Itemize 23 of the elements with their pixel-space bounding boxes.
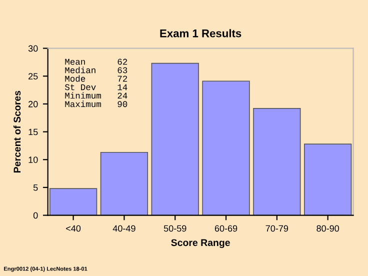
bar	[49, 188, 98, 216]
x-tick-label: 50-59	[164, 225, 186, 232]
y-tick-label: 5	[33, 184, 38, 191]
bar	[100, 152, 148, 216]
bar	[202, 80, 250, 216]
y-tick-label: 0	[33, 212, 38, 219]
x-tick-label: 60-69	[214, 225, 238, 232]
x-tick-label: 80-90	[316, 225, 340, 232]
bar	[151, 62, 199, 216]
x-tick-label: <40	[66, 225, 81, 232]
y-tick-label: 25	[28, 73, 38, 80]
chart-title: Exam 1 Results	[160, 29, 242, 38]
y-axis-title: Percent of Scores	[13, 90, 21, 172]
x-tick-label: 40-49	[112, 225, 136, 232]
y-tick-label: 10	[28, 156, 38, 163]
y-tick-label: 30	[28, 45, 38, 52]
y-tick-label: 20	[28, 100, 38, 108]
x-axis-title: Score Range	[171, 239, 230, 248]
x-tick-label: 70-79	[266, 225, 288, 232]
y-tick-label: 15	[28, 128, 38, 136]
bar	[253, 108, 301, 216]
bar	[304, 144, 352, 216]
annotation: Mean 62 Median 63 Mode 72 St Dev 14 Minimum 24 Maximum 90	[64, 58, 128, 108]
